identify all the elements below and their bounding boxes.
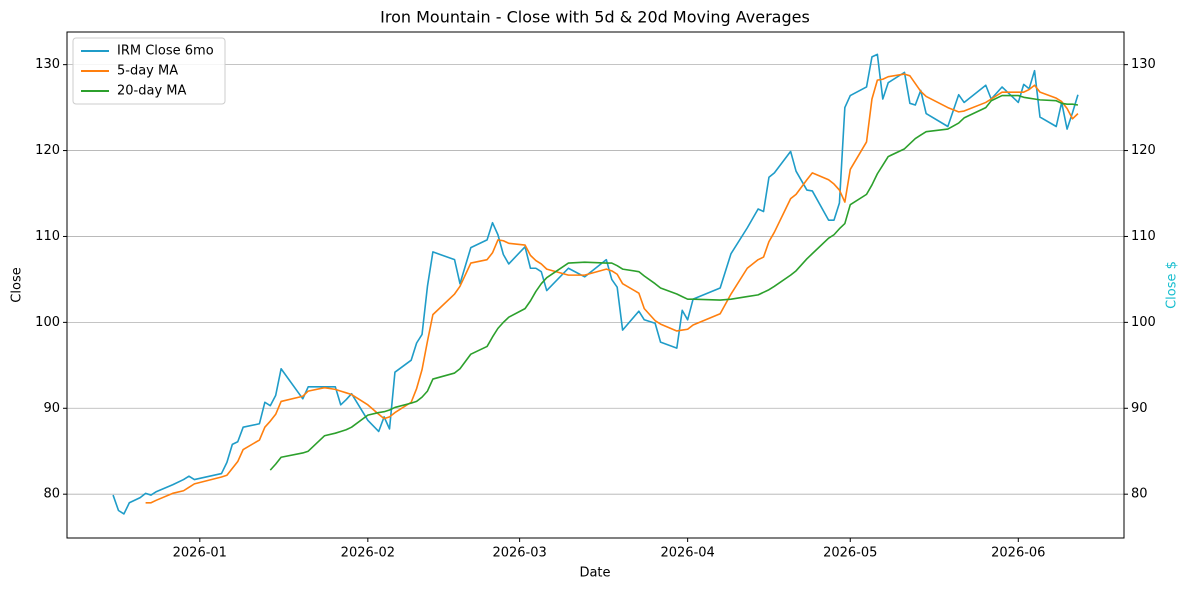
y-tick-label: 110 xyxy=(35,229,60,244)
legend-label: 5-day MA xyxy=(117,64,178,79)
line xyxy=(112,53,1079,515)
y-tick-label: 130 xyxy=(35,57,60,72)
y2-tick-label: 110 xyxy=(1131,229,1156,244)
y-tick-label: 80 xyxy=(43,487,60,502)
line xyxy=(145,73,1079,504)
x-tick-label: 2026-01 xyxy=(173,546,227,561)
line xyxy=(269,94,1079,471)
y2-tick-label: 90 xyxy=(1131,401,1148,416)
x-tick-label: 2026-02 xyxy=(341,546,395,561)
x-axis-label: Date xyxy=(579,566,610,581)
legend-box xyxy=(72,37,226,105)
plot-frame xyxy=(66,31,1125,539)
x-tick-label: 2026-04 xyxy=(660,546,714,561)
y-tick-label: 90 xyxy=(43,401,60,416)
x-tick-label: 2026-05 xyxy=(823,546,877,561)
legend-label: 20-day MA xyxy=(117,84,186,99)
y-axis-label: Close xyxy=(10,267,25,302)
x-tick-label: 2026-03 xyxy=(492,546,546,561)
chart-title: Iron Mountain - Close with 5d & 20d Movi… xyxy=(380,8,810,27)
x-tick-label: 2026-06 xyxy=(991,546,1045,561)
y2-tick-label: 100 xyxy=(1131,315,1156,330)
y2-tick-label: 80 xyxy=(1131,487,1148,502)
y-tick-label: 100 xyxy=(35,315,60,330)
y2-tick-label: 130 xyxy=(1131,57,1156,72)
legend-label: IRM Close 6mo xyxy=(117,44,214,59)
y-tick-label: 120 xyxy=(35,143,60,158)
y2-tick-label: 120 xyxy=(1131,143,1156,158)
y2-axis-label: Close $ xyxy=(1165,261,1180,309)
